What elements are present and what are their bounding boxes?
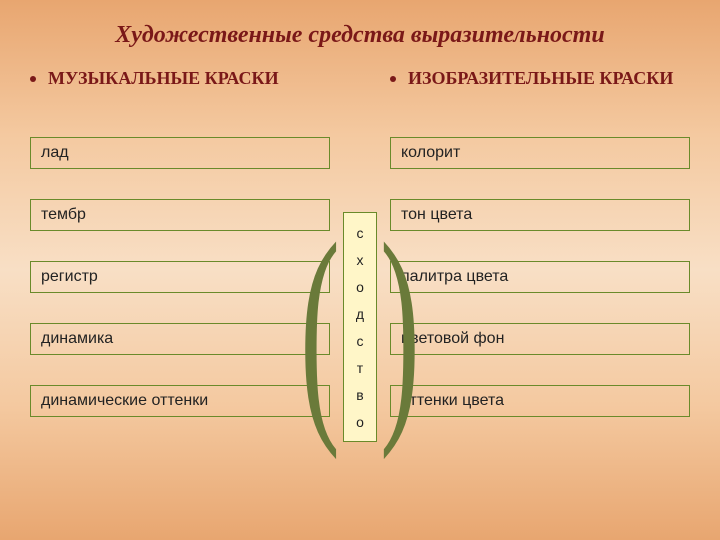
- bullet-icon: [390, 76, 396, 82]
- center-letter: о: [356, 280, 364, 294]
- center-letter: с: [357, 226, 364, 240]
- center-letter: д: [356, 307, 364, 321]
- left-box: регистр: [30, 261, 330, 293]
- right-boxes: колорит тон цвета палитра цвета цветовой…: [390, 137, 690, 417]
- left-box: динамика: [30, 323, 330, 355]
- center-letter: х: [357, 253, 364, 267]
- right-box: палитра цвета: [390, 261, 690, 293]
- right-box: тон цвета: [390, 199, 690, 231]
- bullet-icon: [30, 76, 36, 82]
- right-box: колорит: [390, 137, 690, 169]
- center-letter: о: [356, 415, 364, 429]
- right-box: цветовой фон: [390, 323, 690, 355]
- left-heading: МУЗЫКАЛЬНЫЕ КРАСКИ: [30, 67, 330, 127]
- left-boxes: лад тембр регистр динамика динамические …: [30, 137, 330, 417]
- content-columns: МУЗЫКАЛЬНЫЕ КРАСКИ лад тембр регистр дин…: [0, 67, 720, 507]
- center-letter: т: [357, 361, 363, 375]
- left-heading-text: МУЗЫКАЛЬНЫЕ КРАСКИ: [48, 67, 279, 90]
- right-heading-text: ИЗОБРАЗИТЕЛЬНЫЕ КРАСКИ: [408, 67, 673, 90]
- right-box: оттенки цвета: [390, 385, 690, 417]
- left-box: динамические оттенки: [30, 385, 330, 417]
- right-heading: ИЗОБРАЗИТЕЛЬНЫЕ КРАСКИ: [390, 67, 690, 127]
- slide-title: Художественные средства выразительности: [0, 0, 720, 49]
- center-letter: с: [357, 334, 364, 348]
- center-word-strip: с х о д с т в о: [343, 212, 377, 442]
- left-box: лад: [30, 137, 330, 169]
- left-box: тембр: [30, 199, 330, 231]
- center-letter: в: [356, 388, 363, 402]
